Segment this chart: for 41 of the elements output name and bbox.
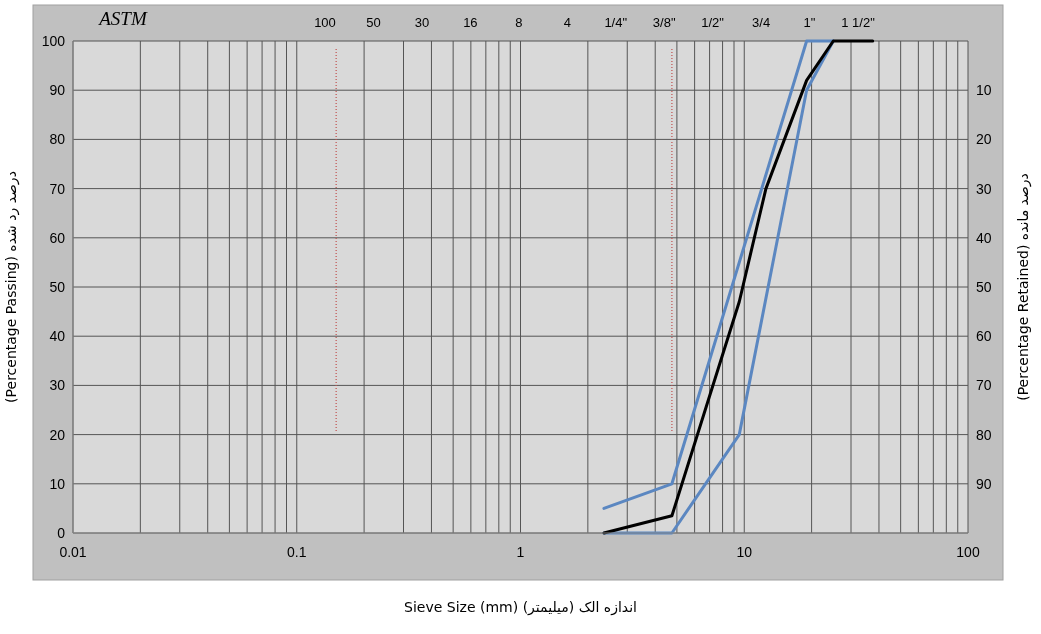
y2-tick-label: 80 (976, 426, 992, 443)
y-tick-label: 80 (49, 131, 66, 148)
y2-tick-label: 40 (976, 229, 992, 246)
y-tick-label: 100 (41, 33, 66, 49)
text: 3/4 (752, 15, 771, 30)
y2-axis-title: (Percentage Retained) درصد مانده (1015, 173, 1032, 401)
text: 3/8" (652, 15, 676, 30)
text: 100 (314, 15, 336, 30)
y2-tick-label: 50 (976, 279, 992, 295)
text: 50 (366, 15, 381, 30)
y2-tick-label: 70 (976, 377, 992, 394)
y-tick-label: 90 (49, 82, 66, 99)
text: 1/4" (604, 15, 628, 30)
y2-tick-label: 20 (976, 131, 992, 148)
text: 8 (515, 15, 523, 30)
y2-tick-label: 90 (976, 475, 992, 492)
y-tick-label: 40 (49, 328, 66, 345)
text: 1 1/2" (841, 15, 876, 30)
y2-tick-label: 10 (976, 82, 992, 99)
text: 4 (563, 15, 571, 30)
y-axis-title: (Percentage Passing) درصد رد شده (3, 171, 20, 403)
y-tick-label: 20 (49, 426, 66, 443)
y-tick-label: 60 (49, 229, 66, 246)
y-tick-label: 50 (49, 279, 66, 295)
y-tick-label: 30 (49, 377, 66, 394)
y-tick-label: 0 (57, 525, 66, 541)
x-axis-title: Sieve Size (mm) اندازه الک (میلیمتر) (404, 599, 637, 616)
text: ASTM (97, 8, 148, 29)
y2-tick-label: 30 (976, 180, 992, 197)
x-tick-label: 10 (736, 544, 753, 560)
y-tick-label: 70 (49, 180, 66, 197)
y2-tick-label: 60 (976, 328, 992, 345)
x-tick-label: 100 (956, 544, 980, 560)
text: 16 (463, 15, 478, 30)
text: 1" (803, 15, 816, 30)
text: 1/2" (701, 15, 725, 30)
x-tick-label: 0.1 (287, 544, 307, 560)
x-tick-label: 1 (516, 544, 525, 560)
text: 30 (414, 15, 430, 30)
y-tick-label: 10 (49, 475, 66, 492)
x-tick-label: 0.01 (59, 544, 87, 560)
